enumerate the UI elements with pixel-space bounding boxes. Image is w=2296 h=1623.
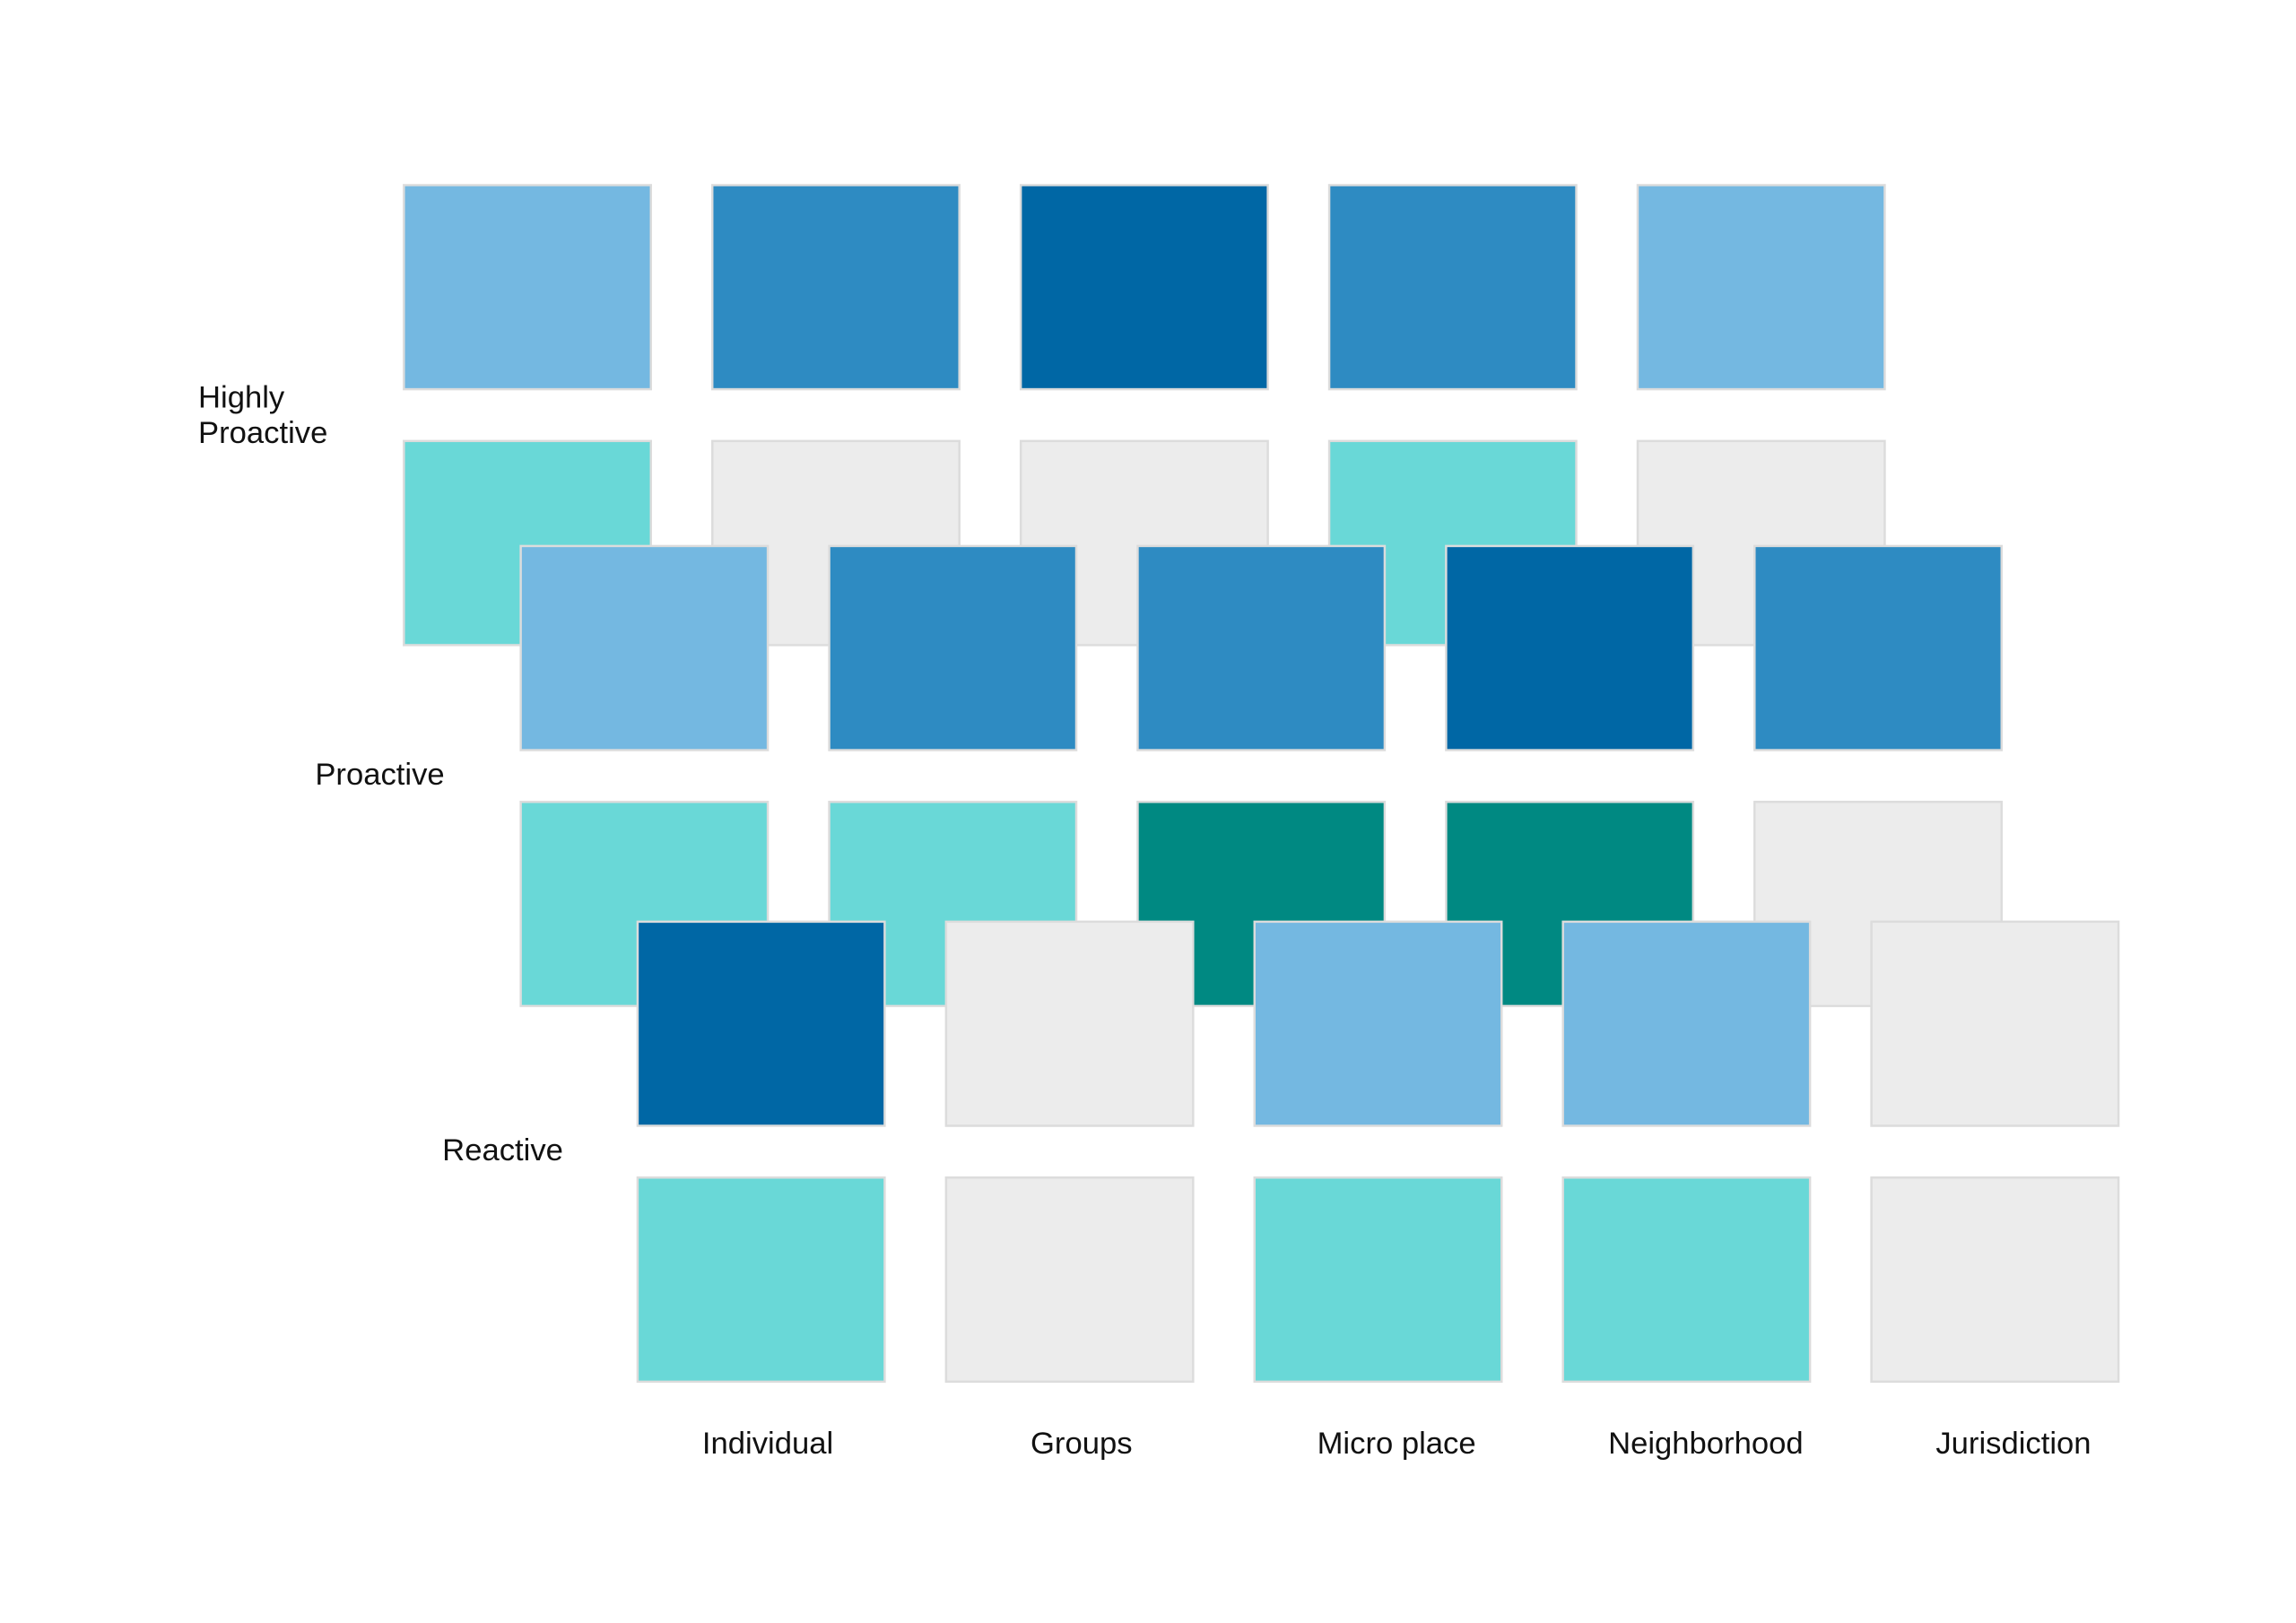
- cell: [1870, 920, 2120, 1127]
- layer-label-line: Reactive: [442, 1133, 563, 1167]
- column-label: Micro place: [1318, 1427, 1476, 1461]
- cell: [519, 544, 770, 751]
- layer-label-line: Proactive: [198, 416, 327, 450]
- layer-label-line: Proactive: [315, 758, 444, 792]
- layer-label: Reactive: [442, 1133, 563, 1167]
- cell: [636, 920, 886, 1127]
- cell: [1561, 1176, 1812, 1384]
- cell: [1445, 544, 1695, 751]
- cell: [1753, 544, 2003, 751]
- cell: [1136, 544, 1387, 751]
- layer-label-line: Highly: [198, 381, 285, 415]
- cell: [1253, 1176, 1503, 1384]
- cell: [1327, 184, 1578, 391]
- cell: [1253, 920, 1503, 1127]
- cell: [403, 184, 653, 391]
- column-label: Groups: [1031, 1427, 1133, 1461]
- layer-label: Highly Proactive: [198, 381, 327, 451]
- cell: [1636, 184, 1886, 391]
- cell: [710, 184, 961, 391]
- layer-label: Proactive: [315, 758, 444, 792]
- cell: [1019, 184, 1269, 391]
- cell: [944, 1176, 1195, 1384]
- cell: [636, 1176, 886, 1384]
- column-label: Individual: [702, 1427, 833, 1461]
- cell: [944, 920, 1195, 1127]
- cell: [1561, 920, 1812, 1127]
- cell: [1870, 1176, 2120, 1384]
- column-label: Jurisdiction: [1935, 1427, 2091, 1461]
- cell: [828, 544, 1078, 751]
- column-label: Neighborhood: [1608, 1427, 1804, 1461]
